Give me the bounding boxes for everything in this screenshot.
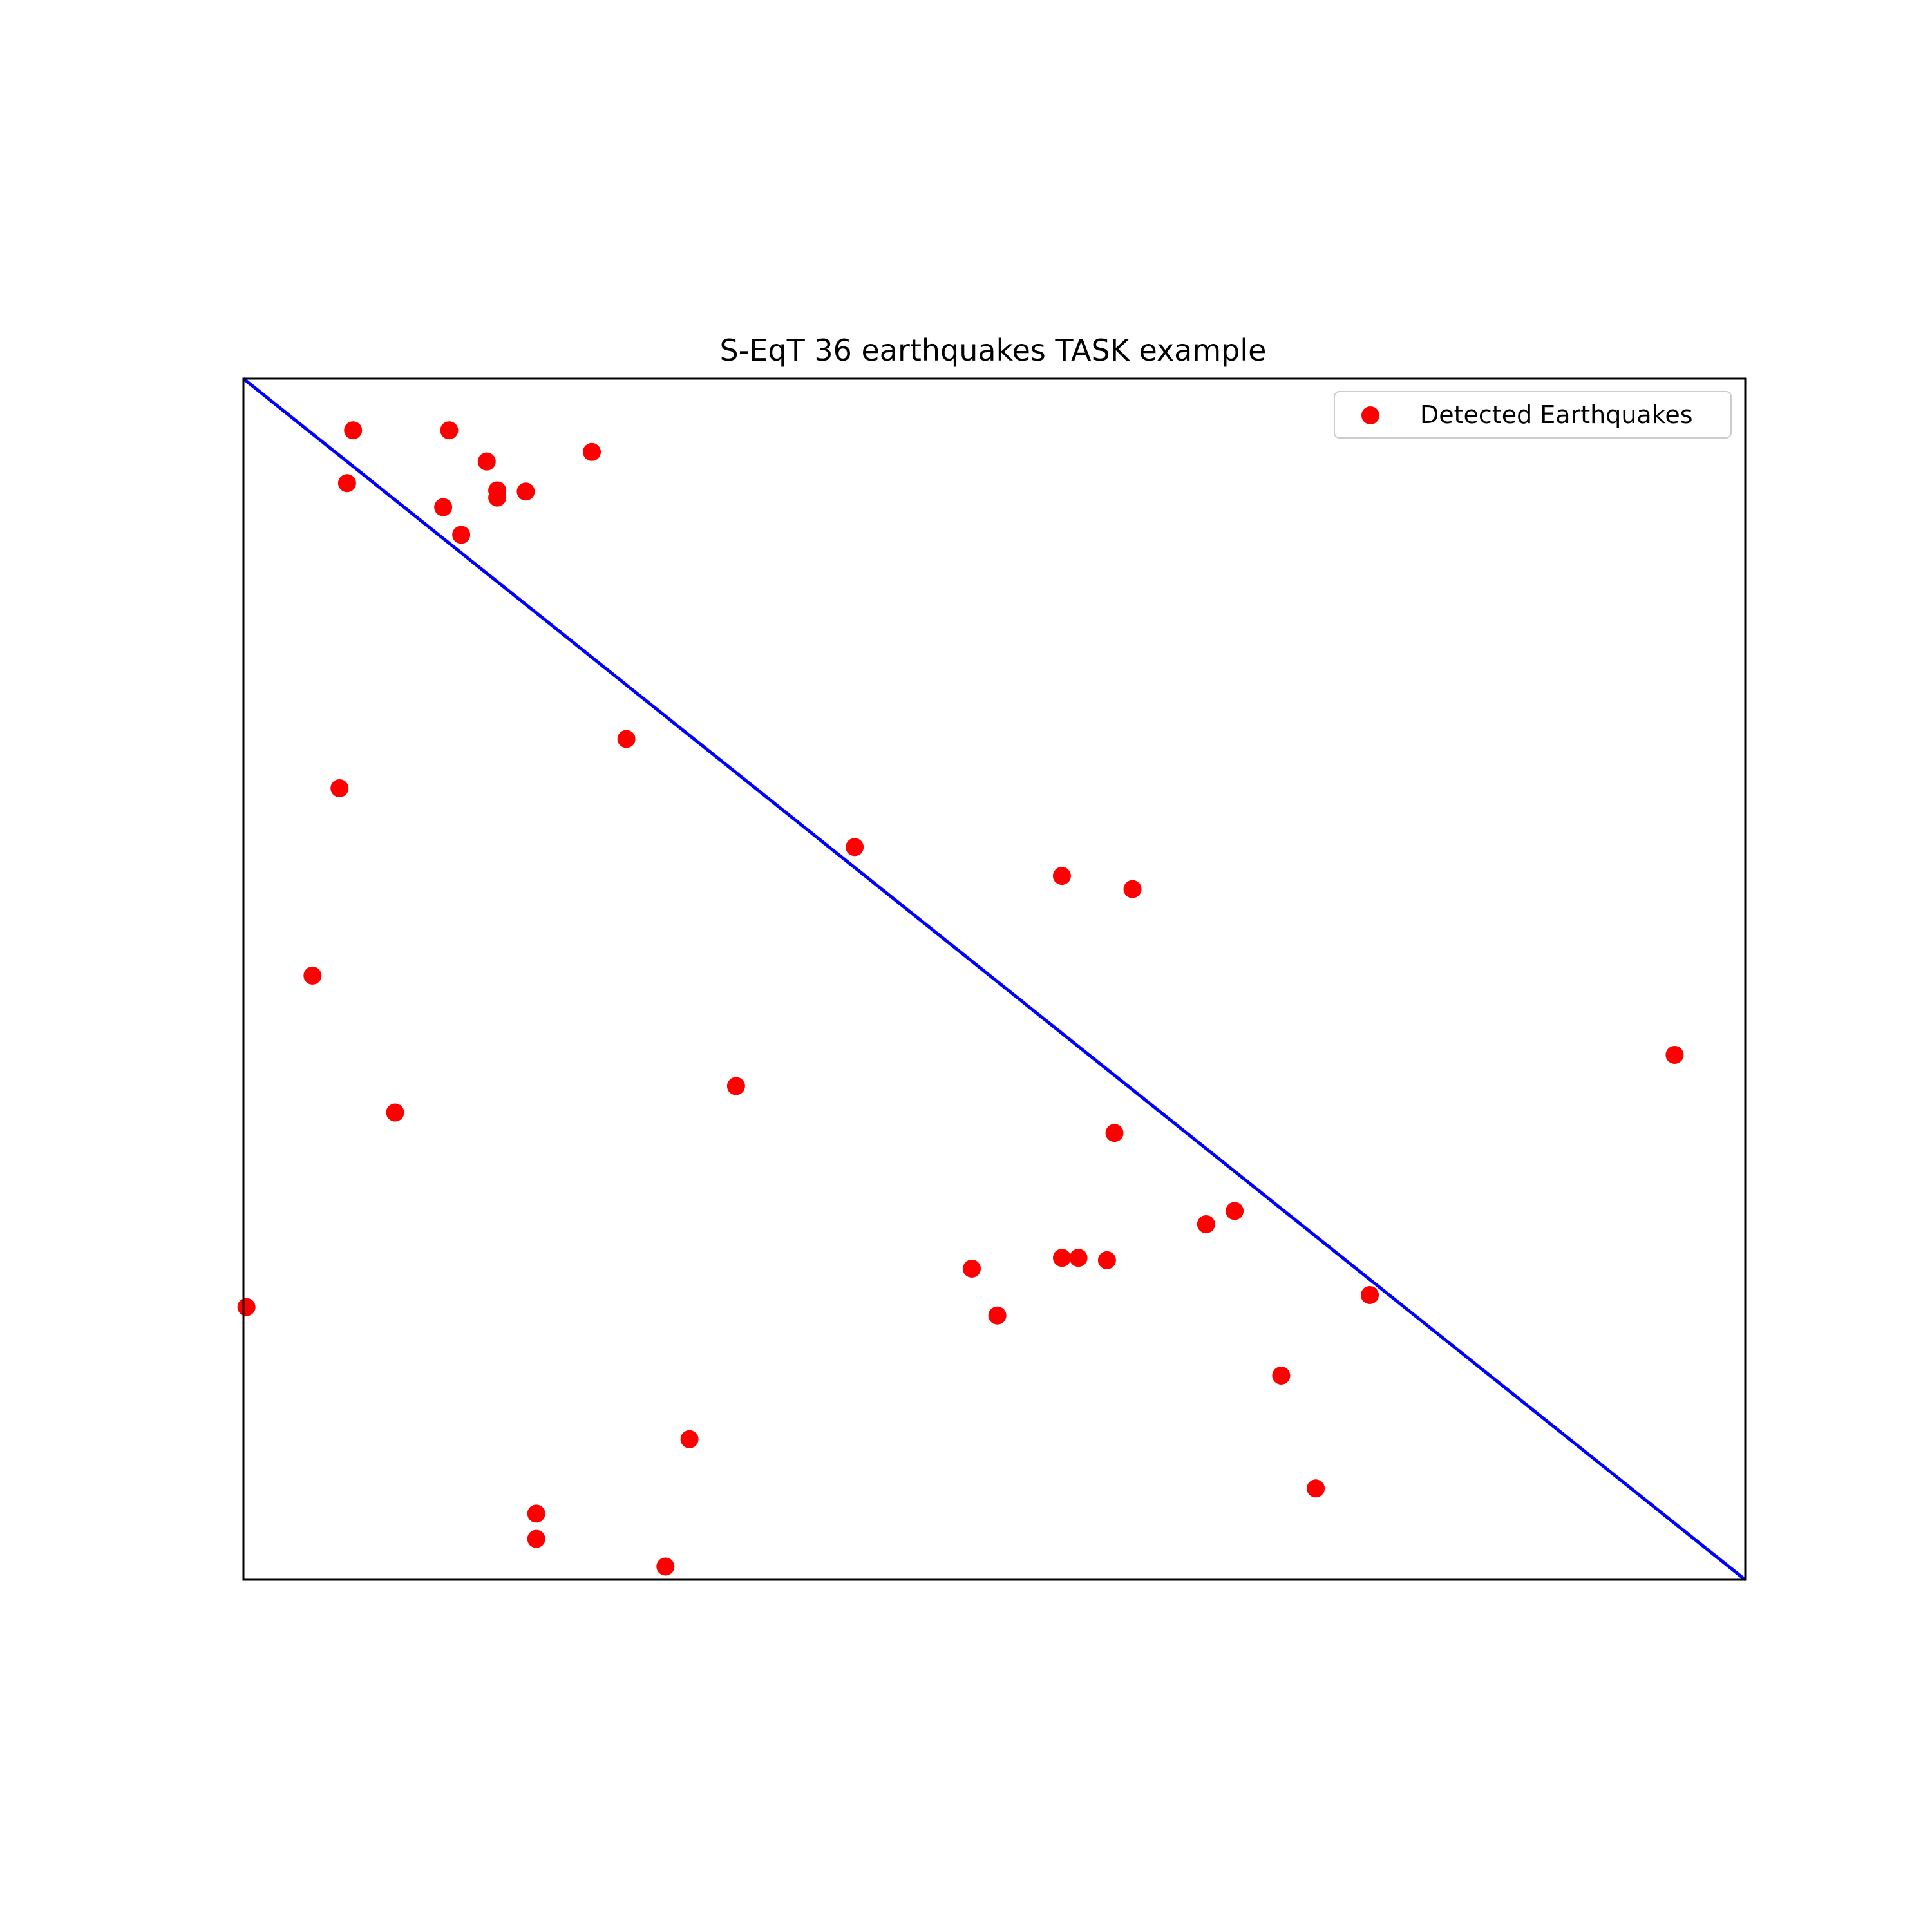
scatter-point-10	[617, 730, 636, 748]
scatter-point-30	[680, 1430, 699, 1448]
scatter-point-9	[452, 526, 471, 544]
scatter-point-28	[988, 1306, 1007, 1325]
scatter-point-14	[1123, 880, 1142, 898]
scatter-point-32	[527, 1504, 545, 1523]
scatter-point-16	[1665, 1045, 1684, 1064]
scatter-point-24	[1052, 1249, 1071, 1267]
scatter-point-29	[1272, 1366, 1291, 1385]
legend-box	[1334, 391, 1732, 439]
scatter-point-26	[1361, 1285, 1379, 1304]
scatter-point-25	[963, 1259, 981, 1278]
scatter-point-12	[846, 838, 864, 857]
scatter-point-1	[440, 421, 459, 440]
scatter-point-3	[477, 452, 496, 471]
legend: Detected Earthquakes	[1334, 391, 1732, 439]
scatter-point-27	[237, 1298, 256, 1316]
scatter-point-2	[583, 442, 601, 461]
scatter-point-7	[488, 488, 507, 507]
scatter-point-34	[656, 1557, 675, 1576]
legend-label-detected-earthquakes: Detected Earthquakes	[1420, 401, 1693, 429]
scatter-point-18	[386, 1103, 404, 1122]
scatter-point-8	[434, 498, 453, 516]
scatter-point-15	[303, 966, 322, 985]
scatter-point-4	[337, 474, 356, 493]
scatter-point-13	[1052, 867, 1071, 886]
scatter-point-19	[1105, 1124, 1124, 1142]
scatter-point-21	[1197, 1215, 1215, 1233]
scatter-point-23	[1097, 1251, 1116, 1269]
diagonal-line-0	[242, 377, 1747, 1581]
plot-frame	[242, 377, 1747, 1581]
scatter-point-11	[330, 779, 349, 797]
scatter-point-31	[1307, 1479, 1325, 1498]
chart-title: S-EqT 36 earthquakes TASK example	[720, 333, 1267, 368]
scatter-point-33	[527, 1530, 545, 1548]
scatter-point-6	[516, 482, 535, 501]
plot-area	[237, 377, 1747, 1581]
scatter-point-0	[344, 421, 363, 440]
scatter-point-22	[1069, 1249, 1088, 1267]
scatter-point-20	[1226, 1202, 1244, 1220]
legend-marker-detected-earthquakes	[1361, 406, 1379, 424]
scatter-point-17	[726, 1077, 745, 1095]
